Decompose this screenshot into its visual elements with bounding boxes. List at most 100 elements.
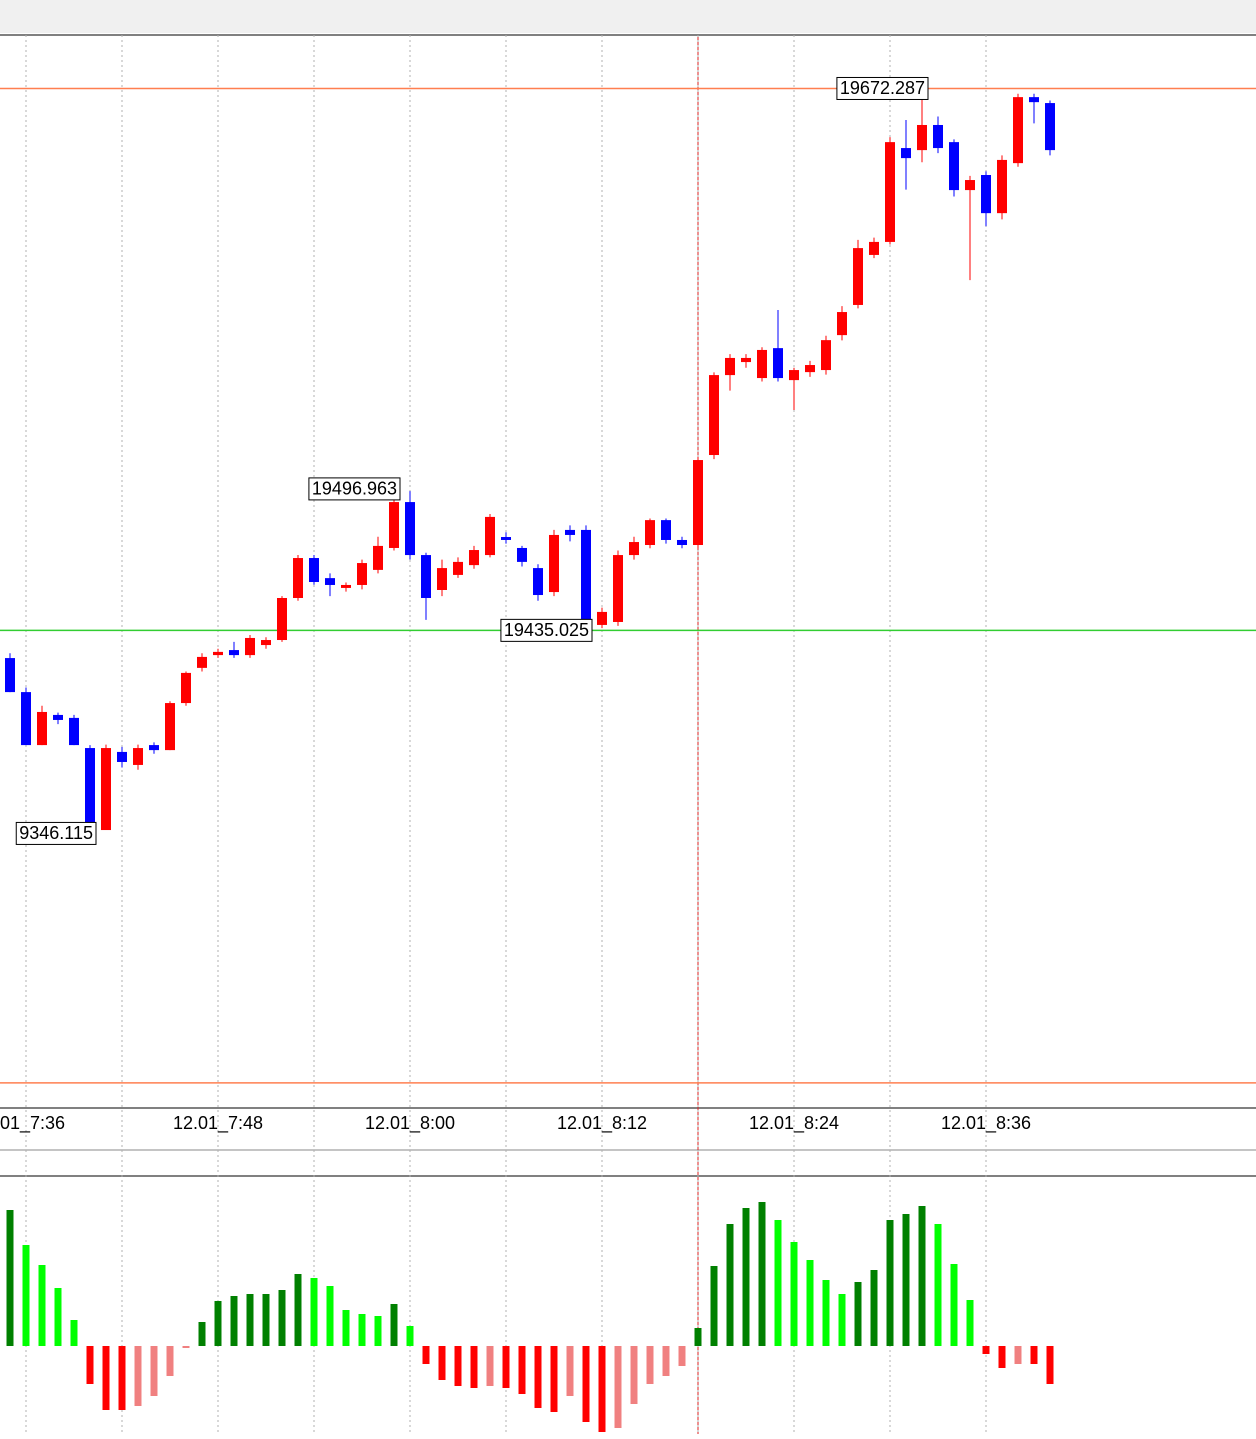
histogram-bar: [566, 1346, 574, 1396]
candle-body: [709, 375, 719, 456]
histogram-bar: [182, 1346, 190, 1348]
candle-body: [533, 568, 543, 596]
candle-body: [949, 142, 959, 191]
histogram-bar: [1014, 1346, 1022, 1364]
candle-body: [133, 748, 143, 765]
candle-body: [373, 545, 383, 570]
candle-body: [805, 365, 815, 373]
histogram-bar: [838, 1294, 846, 1346]
histogram-bar: [726, 1224, 734, 1346]
annotation-label: 19496.963: [312, 479, 397, 499]
histogram-bar: [438, 1346, 446, 1380]
candle-body: [981, 175, 991, 214]
histogram-bar: [118, 1346, 126, 1410]
candle-body: [245, 637, 255, 656]
histogram-bar: [1030, 1346, 1038, 1364]
candle-body: [1029, 97, 1039, 103]
histogram-bar: [678, 1346, 686, 1366]
histogram-bar: [310, 1278, 318, 1346]
histogram-bar: [886, 1220, 894, 1346]
histogram-bar: [390, 1304, 398, 1346]
candle-body: [197, 656, 207, 668]
candle-body: [357, 563, 367, 585]
candle-body: [901, 148, 911, 159]
candle-body: [293, 558, 303, 598]
histogram-bar: [966, 1300, 974, 1346]
candle-body: [677, 539, 687, 546]
histogram-bar: [982, 1346, 990, 1354]
candle-body: [629, 542, 639, 556]
price-annotation: 19496.963: [308, 477, 401, 501]
histogram-bar: [262, 1294, 270, 1346]
candle-body: [213, 651, 223, 656]
candle-body: [757, 349, 767, 379]
histogram-bar: [710, 1266, 718, 1346]
histogram-bar: [582, 1346, 590, 1422]
candle-body: [565, 529, 575, 535]
candle-body: [165, 703, 175, 751]
candle-body: [789, 370, 799, 381]
candle-body: [261, 640, 271, 646]
histogram-bar: [342, 1310, 350, 1346]
histogram-bar: [246, 1294, 254, 1346]
histogram-bar: [950, 1264, 958, 1346]
histogram-bar: [422, 1346, 430, 1364]
annotation-label: 19435.025: [504, 620, 589, 640]
toolbar: [0, 0, 1256, 33]
candle-body: [5, 658, 15, 693]
candle-body: [965, 180, 975, 191]
histogram-bar: [614, 1346, 622, 1428]
candle-body: [101, 748, 111, 831]
candle-body: [821, 340, 831, 371]
histogram-bar: [230, 1296, 238, 1346]
price-annotation: 9346.115: [15, 821, 97, 845]
candle-body: [437, 568, 447, 590]
histogram-bar: [38, 1265, 46, 1346]
histogram-bar: [166, 1346, 174, 1376]
candle-body: [885, 142, 895, 242]
candle-body: [581, 529, 591, 625]
candle-body: [773, 348, 783, 379]
candle-body: [501, 537, 511, 540]
candle-body: [997, 159, 1007, 214]
candle-body: [853, 248, 863, 305]
candle-body: [21, 692, 31, 746]
annotation-box: [836, 76, 929, 100]
candle-body: [85, 748, 95, 828]
candle-body: [1045, 103, 1055, 151]
histogram-bar: [518, 1346, 526, 1394]
candle-body: [421, 555, 431, 598]
candle-body: [277, 597, 287, 641]
histogram-bar: [758, 1202, 766, 1346]
candle-body: [661, 520, 671, 540]
histogram-bar: [902, 1214, 910, 1346]
candle-body: [117, 751, 127, 762]
histogram-bar: [502, 1346, 510, 1388]
histogram-bar: [134, 1346, 142, 1406]
x-tick-label: 12.01_7:48: [173, 1113, 263, 1134]
histogram-bar: [598, 1346, 606, 1432]
candle-body: [37, 711, 47, 746]
histogram-bar: [70, 1320, 78, 1346]
histogram-bar: [774, 1220, 782, 1346]
candle-body: [741, 357, 751, 363]
candle-body: [181, 672, 191, 704]
histogram-bar: [454, 1346, 462, 1386]
candle-body: [389, 502, 399, 548]
histogram-bar: [790, 1242, 798, 1346]
annotation-label: 19672.287: [840, 78, 925, 98]
histogram-bar: [406, 1326, 414, 1346]
histogram-bar: [294, 1274, 302, 1346]
histogram-bar: [6, 1210, 14, 1346]
candle-body: [229, 650, 239, 656]
candle-body: [917, 124, 927, 151]
histogram-bar: [326, 1286, 334, 1346]
histogram-bar: [102, 1346, 110, 1410]
histogram-bar: [998, 1346, 1006, 1368]
histogram-bar: [870, 1270, 878, 1346]
candle-body: [453, 561, 463, 575]
histogram-bar: [486, 1346, 494, 1386]
histogram-bar: [854, 1282, 862, 1346]
